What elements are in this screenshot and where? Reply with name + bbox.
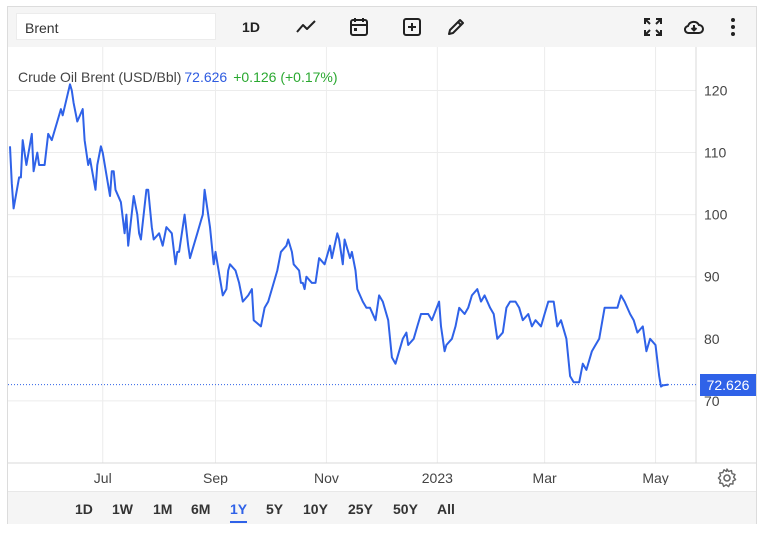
- symbol-search-box[interactable]: [16, 13, 216, 40]
- legend-instrument-name: Crude Oil Brent (USD/Bbl): [18, 69, 182, 85]
- gear-icon[interactable]: [716, 467, 738, 489]
- chart-type-line-icon[interactable]: [293, 15, 319, 39]
- symbol-search-input[interactable]: [17, 14, 215, 39]
- chart-area[interactable]: 70 80 90 100 110 120 Jul Sep Nov 2023 Mar May Crude…: [8, 47, 756, 488]
- range-button-5y[interactable]: 5Y: [266, 501, 284, 517]
- y-tick-label: 90: [704, 269, 720, 285]
- x-tick-label: Sep: [203, 470, 228, 485]
- y-tick-label: 110: [704, 145, 727, 161]
- download-cloud-icon[interactable]: [681, 15, 707, 39]
- y-tick-label: 120: [704, 82, 728, 98]
- chart-legend: Crude Oil Brent (USD/Bbl) 72.626 +0.126 (+…: [18, 69, 338, 85]
- last-price-tag: 72.626: [700, 373, 756, 396]
- calendar-icon[interactable]: [346, 15, 372, 39]
- x-tick-label: Mar: [533, 470, 557, 485]
- range-button-50y[interactable]: 50Y: [393, 501, 418, 517]
- range-button-1w[interactable]: 1W: [112, 501, 133, 517]
- time-range-selector: 1D 1W 1M 6M 1Y 5Y 10Y 25Y 50Y All: [8, 491, 756, 524]
- range-button-1d[interactable]: 1D: [75, 501, 93, 517]
- y-tick-label: 80: [704, 331, 720, 347]
- add-indicator-icon[interactable]: [399, 15, 425, 39]
- range-button-10y[interactable]: 10Y: [303, 501, 328, 517]
- range-button-6m[interactable]: 6M: [191, 501, 211, 517]
- chart-widget: 1D 70 80 90 100 110 120 Jul Sep Nov 2023 Mar May Cr…: [7, 6, 757, 524]
- chart-toolbar: 1D: [8, 7, 756, 47]
- range-button-1y[interactable]: 1Y: [230, 501, 248, 523]
- range-button-25y[interactable]: 25Y: [348, 501, 373, 517]
- more-vertical-icon[interactable]: [720, 15, 746, 39]
- x-tick-label: May: [642, 470, 668, 485]
- range-button-1m[interactable]: 1M: [153, 501, 173, 517]
- legend-price: 72.626: [184, 69, 228, 85]
- legend-change: +0.126 (+0.17%): [233, 69, 338, 85]
- y-tick-label: 100: [704, 207, 728, 223]
- x-tick-label: 2023: [422, 470, 453, 485]
- fullscreen-icon[interactable]: [640, 15, 666, 39]
- y-tick-label: 70: [704, 393, 720, 409]
- x-tick-label: Nov: [314, 470, 339, 485]
- brent-price-series-line: [9, 83, 669, 388]
- draw-pencil-icon[interactable]: [443, 15, 469, 39]
- price-chart[interactable]: 70 80 90 100 110 120 Jul Sep Nov 2023 Mar May: [8, 47, 756, 485]
- range-button-all[interactable]: All: [437, 501, 455, 517]
- x-tick-label: Jul: [94, 470, 112, 485]
- interval-button[interactable]: 1D: [242, 19, 260, 35]
